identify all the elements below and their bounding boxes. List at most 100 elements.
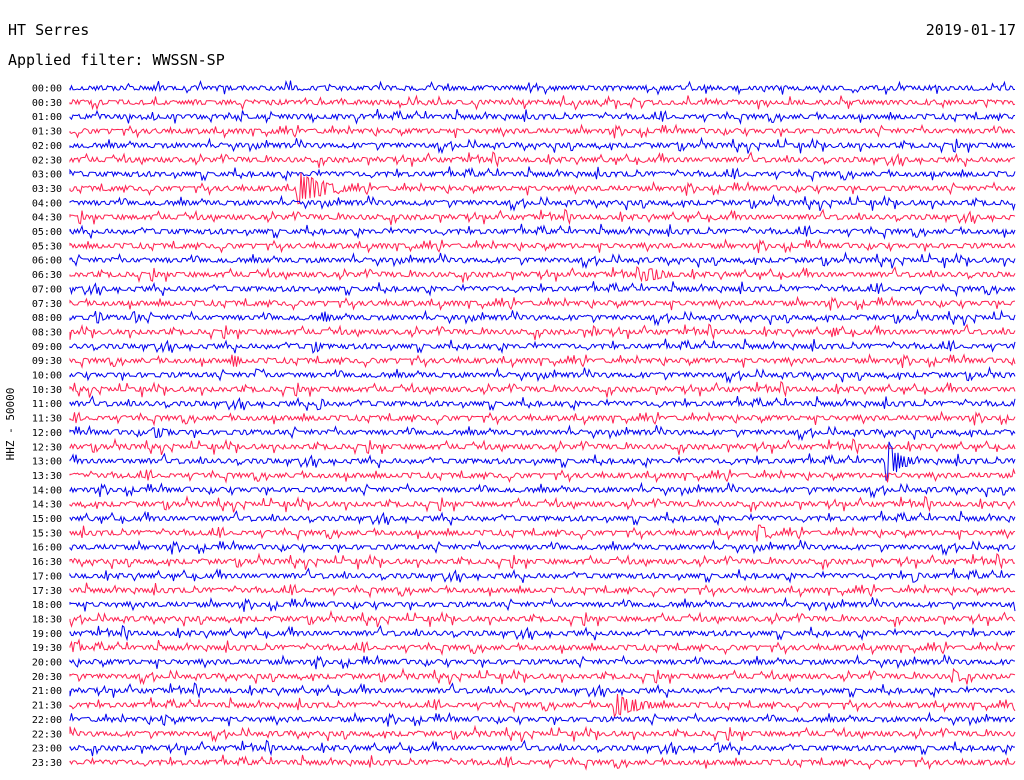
row-time-label: 16:30 <box>32 557 62 568</box>
row-time-label: 03:30 <box>32 184 62 195</box>
row-time-label: 12:00 <box>32 428 62 439</box>
row-time-label: 19:30 <box>32 643 62 654</box>
trace-line <box>69 266 1016 283</box>
trace-line <box>69 94 1016 111</box>
date-label: 2019-01-17 <box>925 21 1016 39</box>
row-time-label: 21:00 <box>32 686 62 697</box>
trace-line <box>69 682 1016 699</box>
row-time-label: 06:30 <box>32 270 62 281</box>
row-time-label: 13:00 <box>32 457 62 468</box>
trace-line <box>69 410 1016 427</box>
channel-label: HHZ - 50000 <box>4 388 17 461</box>
row-time-label: 01:30 <box>32 127 62 138</box>
trace-line <box>69 172 1016 205</box>
trace-line <box>69 208 1016 226</box>
row-time-label: 17:00 <box>32 571 62 582</box>
row-time-label: 00:00 <box>32 84 62 95</box>
trace-line <box>69 739 1016 757</box>
trace-line <box>69 123 1016 139</box>
trace-line <box>69 667 1016 686</box>
trace-line <box>69 609 1016 628</box>
row-time-label: 07:00 <box>32 284 62 295</box>
row-time-label: 19:00 <box>32 629 62 640</box>
trace-line <box>69 437 1016 456</box>
trace-line <box>69 441 1016 481</box>
trace-line <box>69 323 1016 341</box>
trace-line <box>69 693 1016 719</box>
row-time-label: 20:00 <box>32 658 62 669</box>
row-time-label: 22:00 <box>32 715 62 726</box>
trace-line <box>69 338 1016 354</box>
trace-line <box>69 653 1016 670</box>
row-time-label: 18:00 <box>32 600 62 611</box>
row-time-label: 18:30 <box>32 614 62 625</box>
row-time-label: 10:00 <box>32 371 62 382</box>
row-time-label: 01:00 <box>32 112 62 123</box>
trace-line <box>69 424 1016 442</box>
trace-line <box>69 467 1016 484</box>
trace-line <box>69 166 1016 183</box>
trace-line <box>69 582 1016 599</box>
trace-line <box>69 754 1016 771</box>
filter-label: Applied filter: WWSSN-SP <box>8 51 225 69</box>
trace-line <box>69 238 1016 254</box>
trace-line <box>69 251 1016 270</box>
trace-line <box>69 108 1016 126</box>
row-time-label: 14:00 <box>32 485 62 496</box>
trace-line <box>69 524 1016 542</box>
row-time-label: 04:00 <box>32 198 62 209</box>
row-time-label: 00:30 <box>32 98 62 109</box>
row-time-label: 23:00 <box>32 744 62 755</box>
row-time-label: 23:30 <box>32 758 62 769</box>
row-time-label: 22:30 <box>32 729 62 740</box>
trace-line <box>69 567 1016 584</box>
row-time-label: 02:30 <box>32 155 62 166</box>
trace-line <box>69 724 1016 743</box>
trace-line <box>69 308 1016 327</box>
row-time-label: 15:30 <box>32 528 62 539</box>
trace-line <box>69 711 1016 727</box>
trace-line <box>69 151 1016 168</box>
row-time-label: 13:30 <box>32 471 62 482</box>
station-title: HT Serres <box>8 21 90 39</box>
trace-line <box>69 481 1016 499</box>
tick-label-group: 00:00 00:30 01:00 01:30 02:00 02:30 03:00 03:30… <box>32 84 62 769</box>
trace-line <box>69 353 1016 369</box>
trace-group <box>69 79 1016 771</box>
trace-line <box>69 193 1016 212</box>
trace-line <box>69 295 1016 311</box>
row-time-label: 14:30 <box>32 500 62 511</box>
trace-line <box>69 366 1016 384</box>
trace-line <box>69 380 1016 398</box>
row-time-label: 11:00 <box>32 399 62 410</box>
trace-line <box>69 539 1016 557</box>
row-time-label: 15:00 <box>32 514 62 525</box>
trace-line <box>69 395 1016 412</box>
trace-line <box>69 281 1016 298</box>
row-time-label: 12:30 <box>32 442 62 453</box>
row-time-label: 05:00 <box>32 227 62 238</box>
row-time-label: 06:00 <box>32 256 62 267</box>
trace-line <box>69 624 1016 642</box>
trace-line <box>69 136 1016 155</box>
trace-line <box>69 596 1016 612</box>
row-time-label: 08:00 <box>32 313 62 324</box>
row-time-label: 16:00 <box>32 543 62 554</box>
row-time-label: 04:30 <box>32 213 62 224</box>
trace-line <box>69 638 1016 656</box>
row-time-label: 09:00 <box>32 342 62 353</box>
row-time-label: 10:30 <box>32 385 62 396</box>
row-time-label: 17:30 <box>32 586 62 597</box>
trace-line <box>69 510 1016 527</box>
row-time-label: 03:00 <box>32 170 62 181</box>
trace-line <box>69 552 1016 570</box>
row-time-label: 11:30 <box>32 414 62 425</box>
row-time-label: 21:30 <box>32 701 62 712</box>
row-time-label: 09:30 <box>32 356 62 367</box>
row-time-label: 08:30 <box>32 327 62 338</box>
row-time-label: 02:00 <box>32 141 62 152</box>
row-time-label: 05:30 <box>32 241 62 252</box>
row-time-label: 07:30 <box>32 299 62 310</box>
trace-line <box>69 79 1016 96</box>
